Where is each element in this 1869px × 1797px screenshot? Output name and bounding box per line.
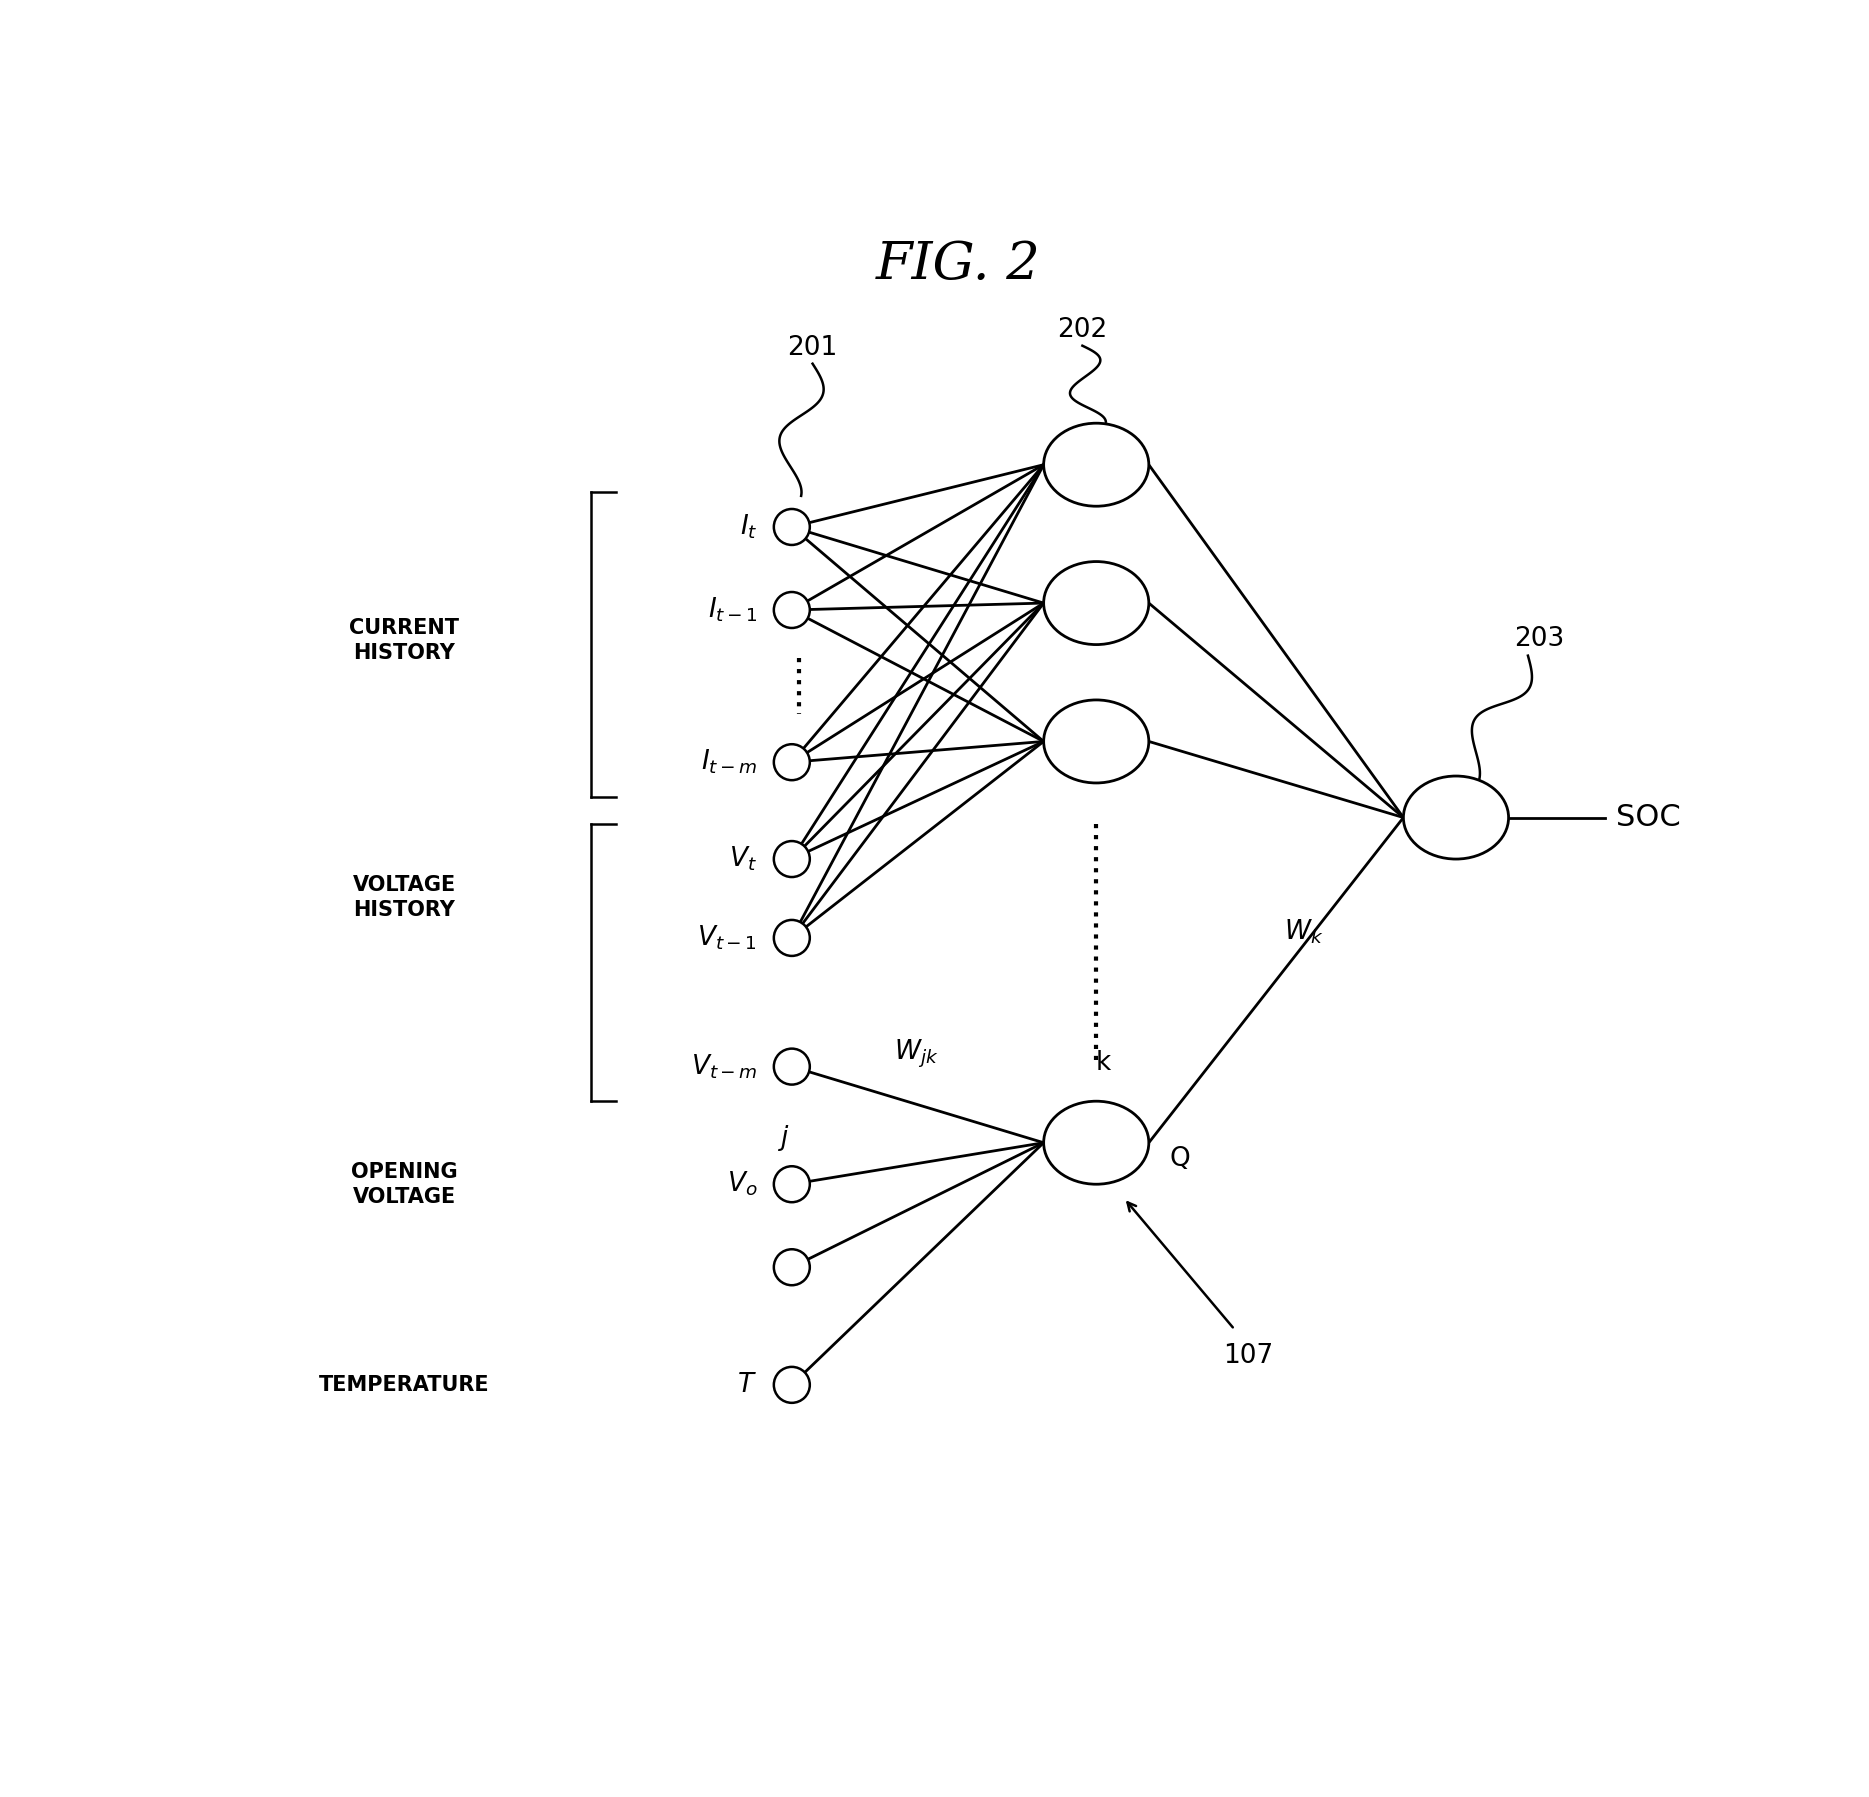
Text: $V_t$: $V_t$ bbox=[729, 845, 757, 873]
Circle shape bbox=[774, 509, 809, 544]
Ellipse shape bbox=[1404, 776, 1508, 859]
Ellipse shape bbox=[1043, 701, 1149, 783]
Ellipse shape bbox=[1043, 424, 1149, 507]
Text: Q: Q bbox=[1170, 1146, 1191, 1172]
Text: OPENING
VOLTAGE: OPENING VOLTAGE bbox=[351, 1163, 458, 1206]
Text: FIG. 2: FIG. 2 bbox=[875, 239, 1041, 289]
Text: 202: 202 bbox=[1058, 316, 1108, 343]
Text: k: k bbox=[1095, 1049, 1110, 1076]
Circle shape bbox=[774, 591, 809, 627]
Text: $W_{jk}$: $W_{jk}$ bbox=[893, 1039, 938, 1069]
Text: VOLTAGE
HISTORY: VOLTAGE HISTORY bbox=[353, 875, 456, 920]
Ellipse shape bbox=[1043, 561, 1149, 645]
Circle shape bbox=[774, 744, 809, 780]
Text: j: j bbox=[781, 1125, 789, 1150]
Text: $T$: $T$ bbox=[738, 1373, 757, 1398]
Text: $V_{t-1}$: $V_{t-1}$ bbox=[697, 924, 757, 952]
Ellipse shape bbox=[1043, 1102, 1149, 1184]
Circle shape bbox=[774, 1249, 809, 1285]
Text: $I_t$: $I_t$ bbox=[740, 512, 757, 541]
Text: $W_k$: $W_k$ bbox=[1284, 916, 1323, 945]
Circle shape bbox=[774, 1166, 809, 1202]
Text: $V_o$: $V_o$ bbox=[727, 1170, 757, 1199]
Text: TEMPERATURE: TEMPERATURE bbox=[320, 1375, 490, 1394]
Text: 201: 201 bbox=[787, 334, 837, 361]
Circle shape bbox=[774, 1368, 809, 1403]
Text: $I_{t-m}$: $I_{t-m}$ bbox=[701, 748, 757, 776]
Text: $V_{t-m}$: $V_{t-m}$ bbox=[690, 1053, 757, 1080]
Text: 107: 107 bbox=[1224, 1344, 1273, 1369]
Text: 203: 203 bbox=[1514, 625, 1564, 652]
Text: $I_{t-1}$: $I_{t-1}$ bbox=[708, 597, 757, 624]
Circle shape bbox=[774, 1049, 809, 1085]
Circle shape bbox=[774, 920, 809, 956]
Circle shape bbox=[774, 841, 809, 877]
Text: SOC: SOC bbox=[1617, 803, 1682, 832]
Text: CURRENT
HISTORY: CURRENT HISTORY bbox=[350, 618, 460, 663]
